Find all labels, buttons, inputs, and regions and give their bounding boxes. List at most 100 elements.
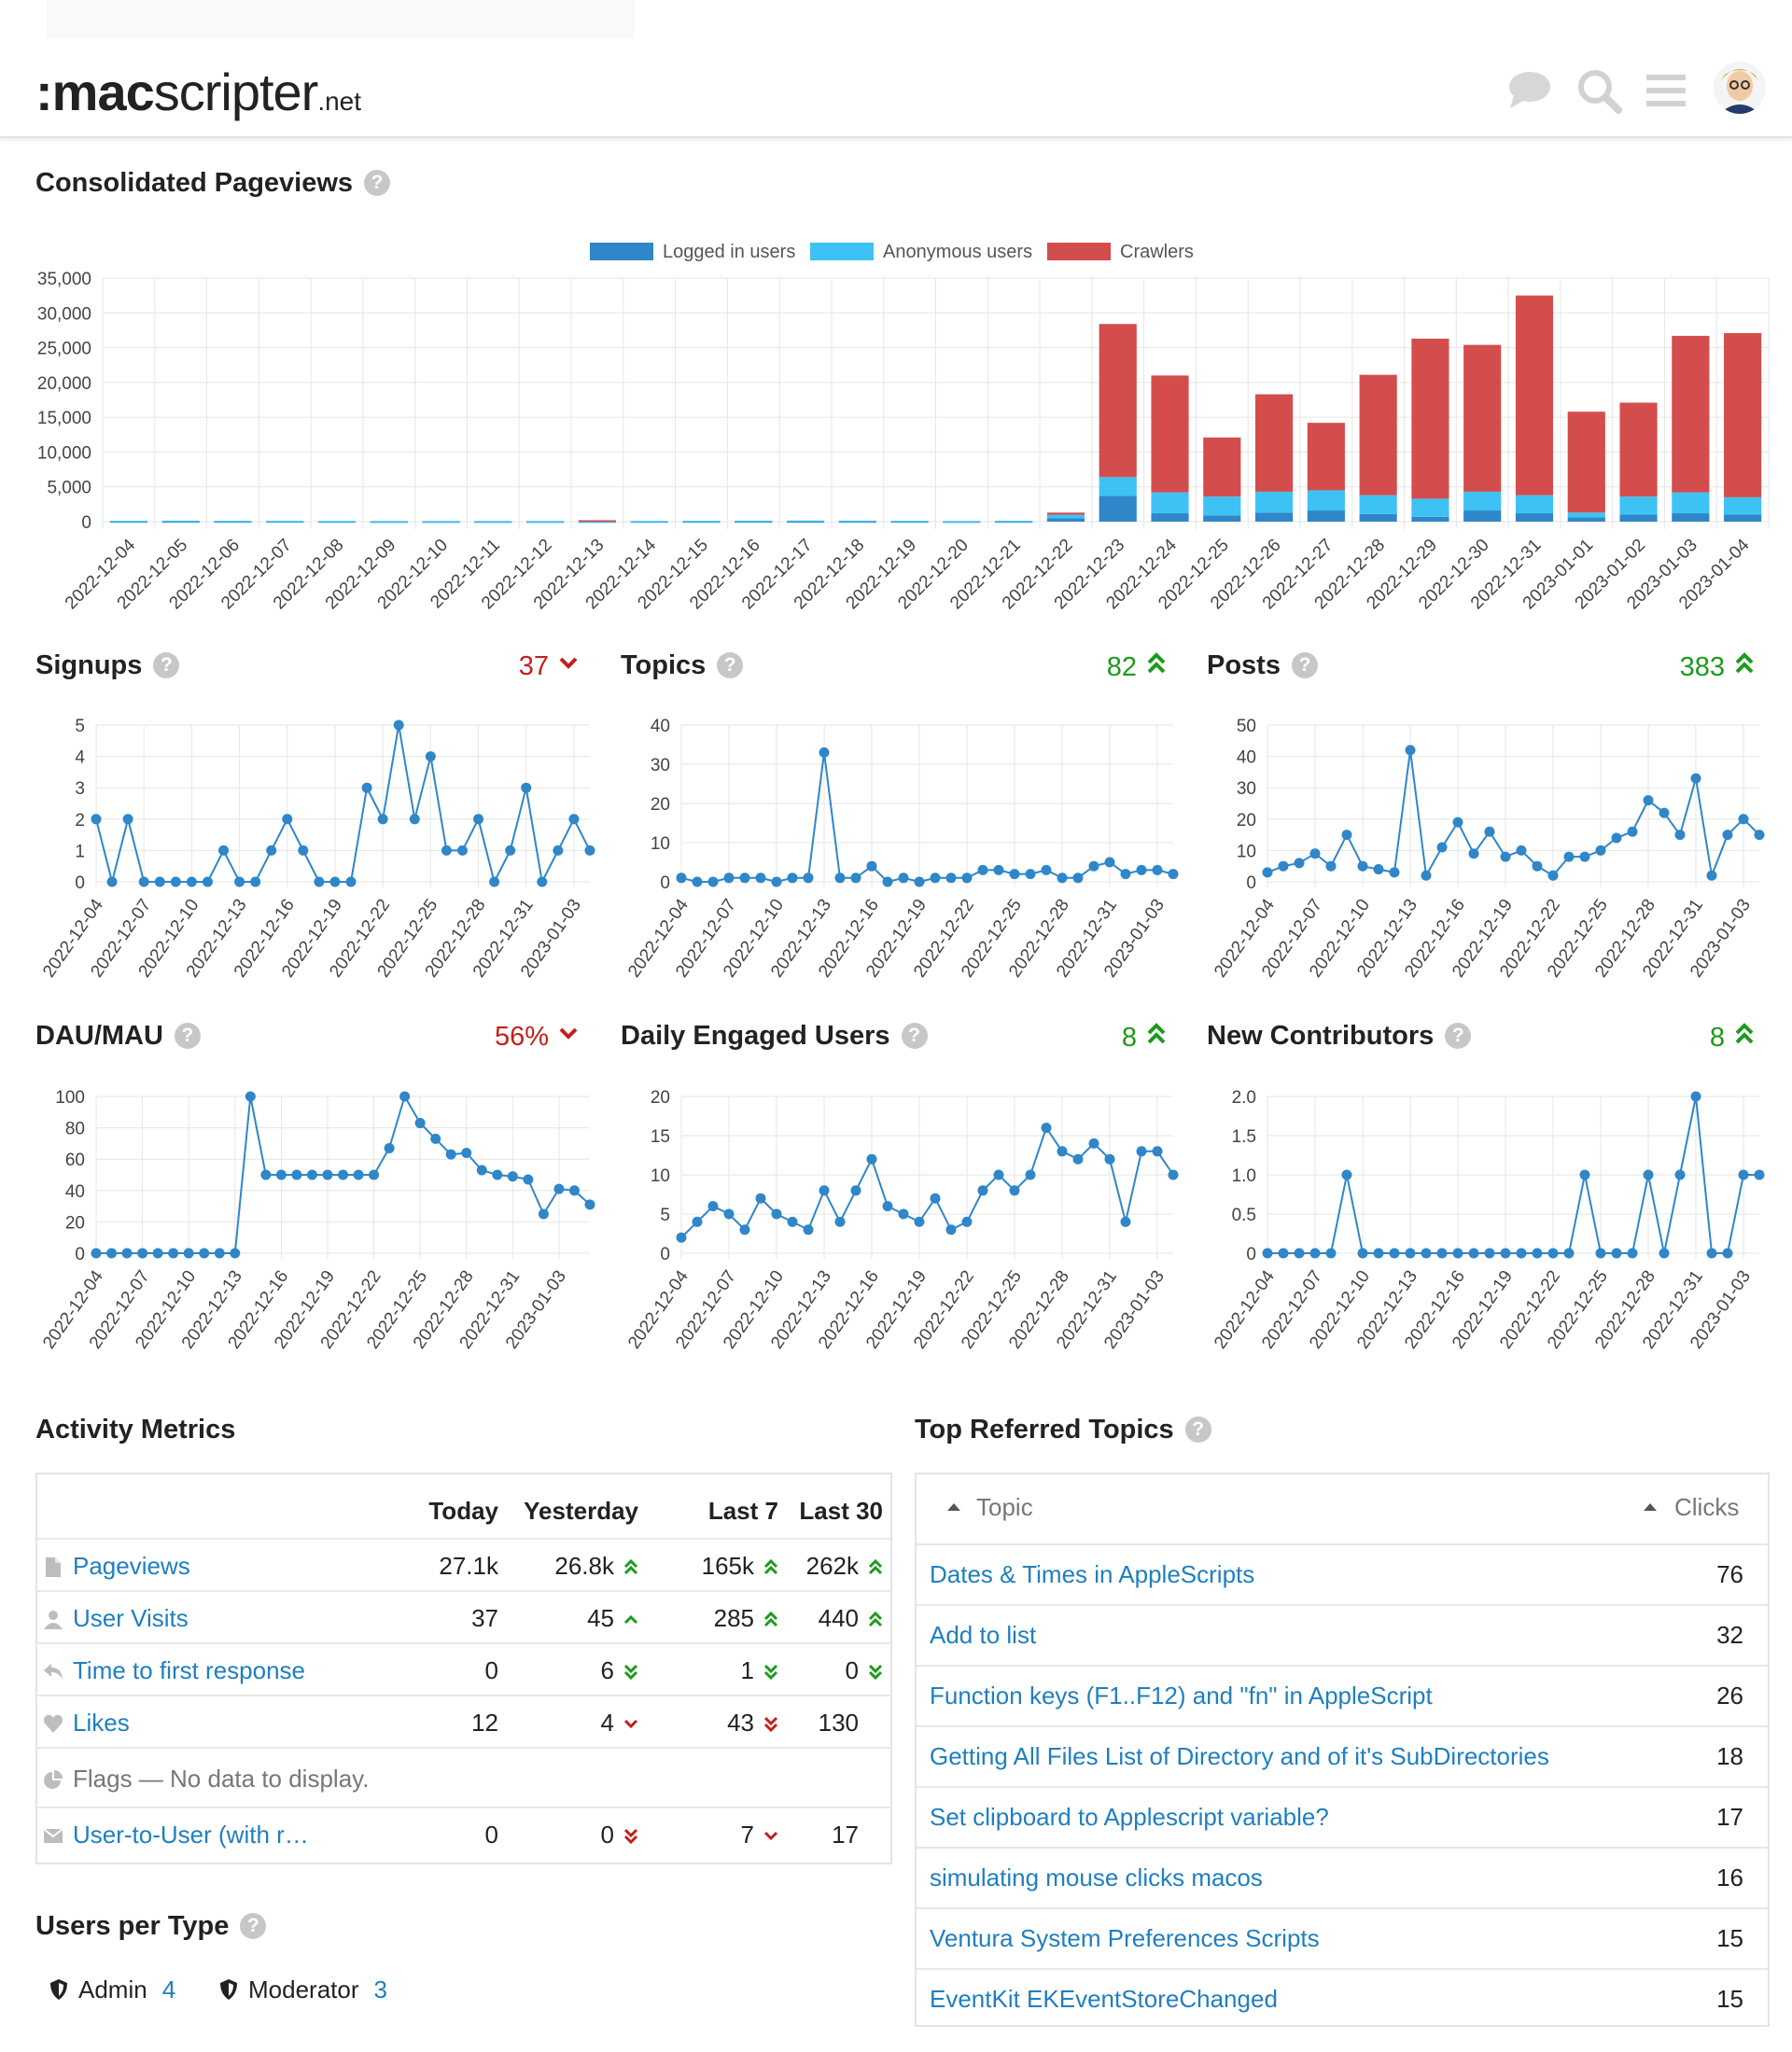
activity-value-last7: 165k	[657, 1540, 778, 1592]
help-icon[interactable]: ?	[240, 1913, 267, 1939]
role-moderator[interactable]: Moderator 3	[218, 1975, 387, 2004]
y-tick-label: 1.5	[1232, 1127, 1256, 1147]
sort-topic-header[interactable]: Topic	[946, 1478, 1033, 1537]
legend-swatch	[590, 243, 653, 260]
referred-topic-clicks: 76	[1716, 1560, 1743, 1588]
referred-topic-clicks: 17	[1716, 1803, 1743, 1831]
data-point	[1262, 1248, 1273, 1259]
activity-row-label[interactable]: User Visits	[43, 1592, 189, 1644]
activity-row-label[interactable]: User-to-User (with r…	[43, 1808, 309, 1861]
data-point	[1025, 869, 1036, 880]
bar-segment	[1203, 496, 1241, 516]
data-point	[183, 1248, 194, 1259]
data-point	[152, 1248, 163, 1259]
activity-row-label[interactable]: Time to first response	[43, 1644, 305, 1696]
data-point	[1436, 842, 1448, 853]
bar-segment	[995, 521, 1033, 523]
bar-segment	[1254, 512, 1294, 522]
bar-segment	[1411, 516, 1449, 522]
referred-topic-link[interactable]: Getting All Files List of Directory and …	[930, 1742, 1549, 1770]
double-chevron-up-icon	[1147, 1023, 1166, 1044]
y-tick-label: 35,000	[37, 270, 91, 289]
site-logo[interactable]: :macscripter.net	[35, 63, 362, 121]
help-icon[interactable]: ?	[1445, 1023, 1472, 1049]
referred-topic-link[interactable]: Set clipboard to Applescript variable?	[930, 1803, 1329, 1831]
bar-segment	[1411, 338, 1449, 499]
help-icon[interactable]: ?	[174, 1023, 201, 1049]
data-point	[866, 1153, 877, 1165]
bar-segment	[1463, 510, 1502, 522]
legend-swatch	[810, 243, 874, 260]
hamburger-menu-icon[interactable]	[1643, 67, 1689, 114]
data-point	[882, 1201, 893, 1212]
data-point	[739, 872, 750, 884]
engaged-value: 8	[1092, 1022, 1167, 1054]
legend-label: Anonymous users	[883, 242, 1032, 262]
y-tick-label: 30	[1237, 779, 1256, 799]
document-icon	[46, 1557, 61, 1577]
data-point	[202, 876, 213, 887]
reply-icon	[44, 1664, 63, 1680]
data-point	[1659, 1248, 1670, 1259]
help-icon[interactable]: ?	[364, 170, 391, 196]
y-tick-label: 20	[651, 1088, 670, 1108]
referred-topic-link[interactable]: Function keys (F1..F12) and "fn" in Appl…	[930, 1682, 1433, 1710]
referred-topic-link[interactable]: Ventura System Preferences Scripts	[930, 1924, 1320, 1952]
y-tick-label: 0	[75, 873, 85, 893]
y-tick-label: 80	[65, 1120, 85, 1139]
y-tick-label: 40	[65, 1182, 85, 1202]
activity-row: Time to first response 0 6 1 0	[37, 1642, 890, 1696]
referred-topic-link[interactable]: Add to list	[930, 1621, 1037, 1649]
y-tick-label: 10	[651, 1166, 670, 1186]
y-tick-label: 50	[1237, 717, 1256, 736]
user-avatar[interactable]	[1714, 62, 1766, 114]
activity-value-today: 37	[471, 1604, 498, 1632]
data-point	[1325, 1248, 1337, 1259]
trend-down2g-icon	[763, 1664, 778, 1681]
role-admin[interactable]: Admin 4	[49, 1975, 175, 2004]
data-point	[1357, 860, 1368, 872]
help-icon[interactable]: ?	[717, 652, 744, 678]
data-point	[568, 814, 580, 825]
data-point	[739, 1224, 750, 1235]
data-point	[461, 1147, 472, 1158]
activity-row-label: Flags — No data to display.	[43, 1749, 369, 1808]
data-point	[1500, 1248, 1511, 1259]
referred-topic-link[interactable]: Dates & Times in AppleScripts	[930, 1560, 1255, 1588]
referred-topic-row: Set clipboard to Applescript variable? 17	[917, 1786, 1768, 1847]
activity-row-label[interactable]: Likes	[43, 1696, 130, 1749]
y-tick-label: 5,000	[47, 479, 91, 498]
y-tick-label: 0	[660, 873, 670, 893]
data-point	[329, 876, 341, 887]
data-point	[1057, 872, 1068, 884]
data-point	[584, 1199, 595, 1210]
data-point	[834, 1216, 846, 1227]
data-point	[154, 876, 165, 887]
trend-down2g-icon	[868, 1664, 883, 1681]
data-point	[1611, 1248, 1622, 1259]
help-icon[interactable]: ?	[1184, 1417, 1211, 1443]
data-point	[1009, 869, 1020, 880]
bar-segment	[474, 521, 512, 523]
referred-topic-link[interactable]: simulating mouse clicks macos	[930, 1864, 1263, 1891]
sort-clicks-header[interactable]: Clicks	[1643, 1478, 1739, 1537]
y-tick-label: 0	[81, 513, 91, 533]
data-point	[930, 872, 941, 884]
search-icon[interactable]	[1575, 67, 1622, 114]
activity-row-label[interactable]: Pageviews	[43, 1540, 190, 1592]
chat-bubble-icon[interactable]	[1506, 67, 1553, 114]
help-icon[interactable]: ?	[1291, 652, 1318, 678]
data-point	[882, 876, 893, 887]
help-icon[interactable]: ?	[901, 1023, 928, 1049]
help-icon[interactable]: ?	[153, 652, 180, 678]
referred-topic-link[interactable]: EventKit EKEventStoreChanged	[930, 1985, 1278, 2013]
referred-title: Top Referred Topics?	[915, 1415, 1211, 1445]
data-point	[282, 814, 293, 825]
data-point	[1484, 826, 1495, 837]
trend-up2-icon	[868, 1611, 883, 1627]
data-point	[1294, 1248, 1305, 1259]
bar-segment	[1672, 335, 1710, 493]
data-point	[1579, 1169, 1590, 1180]
bar-segment	[1672, 513, 1710, 522]
top-referred-topics-table: Topic Clicks Dates & Times in AppleScrip…	[915, 1473, 1770, 2027]
